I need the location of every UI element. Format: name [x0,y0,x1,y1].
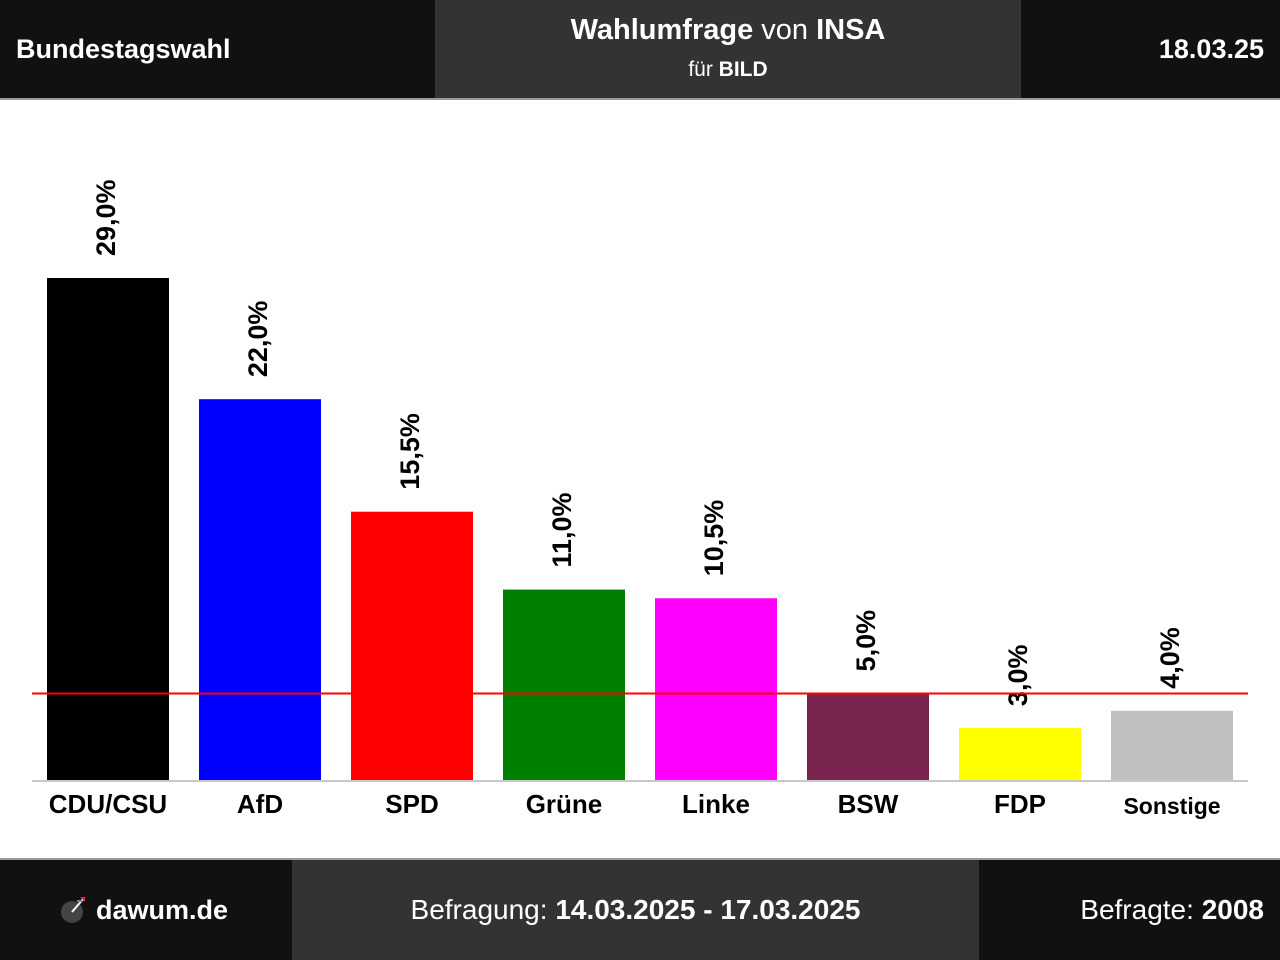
poll-bar-chart: 29,0% CDU/CSU 22,0% AfD 15,5% SPD 11,0% Grüne 10… [32,179,1248,819]
header-divider [0,98,1280,100]
value-label-7: 4,0% [1155,627,1185,689]
value-label-3: 11,0% [547,493,577,568]
pollster-name: INSA [816,14,886,46]
footer-divider [0,858,1280,860]
footer-bar: dawum.de Befragung: 14.03.2025 - 17.03.2… [0,860,1280,960]
respondents: Befragte: 2008 [1080,860,1264,960]
bar-2 [351,511,473,780]
bar-4 [655,598,777,780]
survey-period-panel: Befragung: 14.03.2025 - 17.03.2025 [292,860,979,960]
election-title: Bundestagswahl [16,34,231,64]
brand-name: dawum.de [96,894,229,925]
poll-title-panel: Wahlumfrage von INSA für BILD [435,0,1021,98]
category-label-1: AfD [237,789,283,819]
value-label-1: 22,0% [243,301,273,378]
bar-7 [1111,710,1233,780]
survey-label: Befragung: [410,894,548,925]
category-label-6: FDP [994,789,1046,819]
bar-3 [503,589,625,780]
header-bar: Bundestagswahl Wahlumfrage von INSA für … [0,0,1280,98]
dawum-logo-icon [61,897,85,923]
respondents-value: 2008 [1201,894,1264,925]
value-label-2: 15,5% [395,413,425,490]
value-label-4: 10,5% [699,500,729,577]
poll-von: von [761,14,809,46]
value-label-5: 5,0% [851,610,881,672]
poll-type: Wahlumfrage [570,14,754,46]
category-label-5: BSW [838,789,899,819]
poll-date: 18.03.25 [1158,34,1264,64]
bar-5 [807,693,929,780]
respondents-label: Befragte: [1080,894,1194,925]
value-label-6: 3,0% [1003,645,1033,707]
bar-0 [47,278,169,780]
poll-fuer: für [688,58,713,81]
category-label-3: Grüne [526,789,603,819]
value-label-0: 29,0% [91,179,121,256]
bar-6 [959,728,1081,780]
category-label-2: SPD [385,789,438,819]
poll-title: Wahlumfrage von INSA [435,14,1021,47]
bar-1 [199,399,321,780]
client-name: BILD [718,58,768,81]
category-label-7: Sonstige [1123,793,1220,819]
category-label-0: CDU/CSU [49,789,167,819]
poll-client: für BILD [435,58,1021,82]
brand[interactable]: dawum.de [58,860,228,960]
survey-period: 14.03.2025 - 17.03.2025 [555,894,861,925]
category-label-4: Linke [682,789,750,819]
